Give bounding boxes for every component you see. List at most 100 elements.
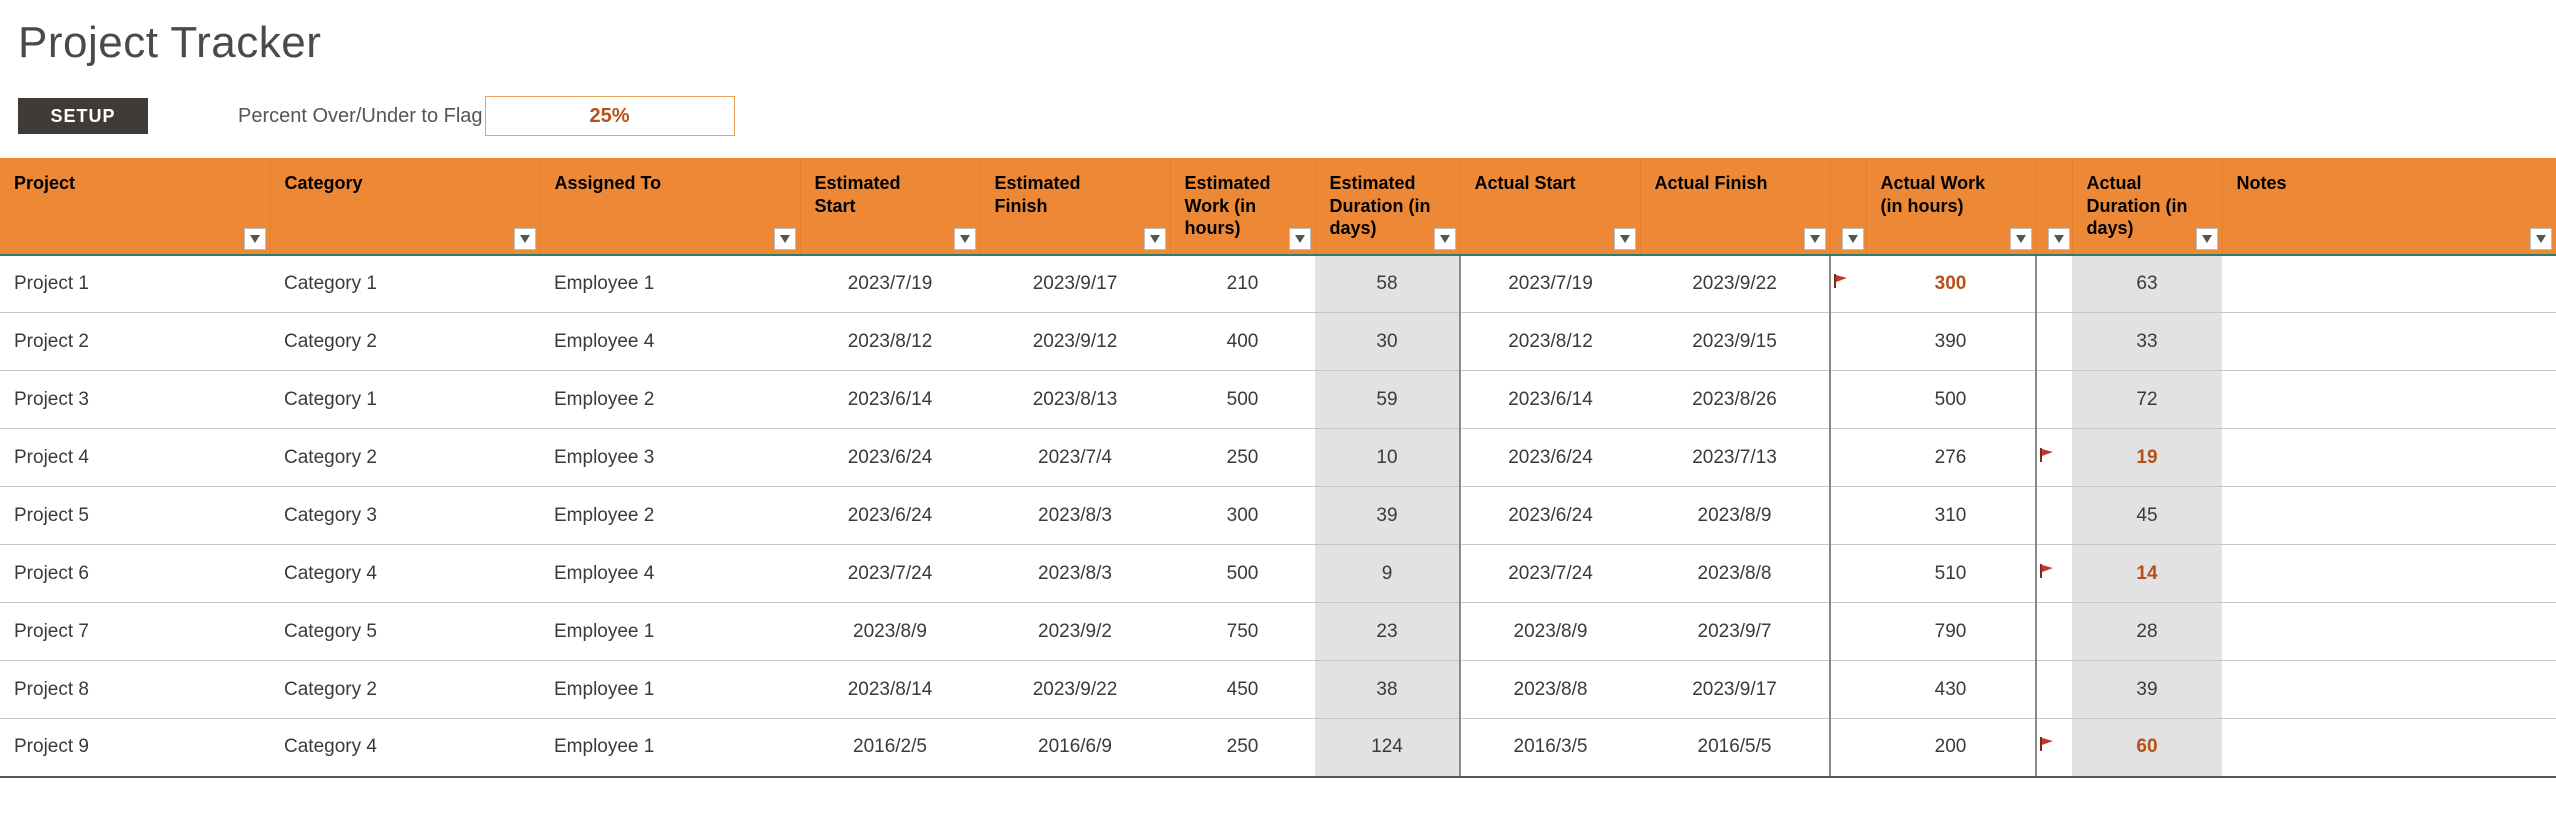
column-header-est_dur: Estimated Duration (in days)	[1315, 158, 1460, 255]
cell-act_dur: 63	[2072, 255, 2222, 313]
filter-dropdown-icon[interactable]	[2048, 228, 2070, 250]
filter-dropdown-icon[interactable]	[774, 228, 796, 250]
cell-act_dur: 14	[2072, 545, 2222, 603]
cell-est_start: 2023/6/14	[800, 371, 980, 429]
cell-est_dur: 9	[1315, 545, 1460, 603]
filter-dropdown-icon[interactable]	[514, 228, 536, 250]
cell-value: Category 2	[284, 331, 377, 352]
cell-value: 2023/8/12	[1508, 331, 1593, 352]
cell-value: Employee 4	[554, 563, 654, 584]
cell-act_start: 2023/6/24	[1460, 429, 1640, 487]
cell-value: 60	[2136, 736, 2157, 757]
filter-dropdown-icon[interactable]	[2530, 228, 2552, 250]
column-header-label: Actual Work (in hours)	[1881, 172, 2004, 217]
cell-act_dur: 45	[2072, 487, 2222, 545]
filter-dropdown-icon[interactable]	[2010, 228, 2032, 250]
cell-est_finish: 2023/7/4	[980, 429, 1170, 487]
cell-est_finish: 2016/6/9	[980, 719, 1170, 777]
cell-est_work: 400	[1170, 313, 1315, 371]
cell-notes	[2222, 545, 2556, 603]
cell-value: 2023/7/24	[1508, 563, 1593, 584]
cell-category: Category 4	[270, 545, 540, 603]
cell-value: 250	[1227, 447, 1259, 468]
cell-est_dur: 30	[1315, 313, 1460, 371]
cell-assigned: Employee 1	[540, 603, 800, 661]
cell-act_work: 500	[1866, 371, 2036, 429]
cell-value: 2023/7/19	[1508, 273, 1593, 294]
cell-est_finish: 2023/8/3	[980, 545, 1170, 603]
cell-est_start: 2023/8/14	[800, 661, 980, 719]
cell-act_start: 2023/6/14	[1460, 371, 1640, 429]
cell-est_start: 2023/8/9	[800, 603, 980, 661]
flag-cell	[2036, 487, 2072, 545]
cell-est_start: 2023/6/24	[800, 487, 980, 545]
cell-value: 2023/9/22	[1033, 679, 1118, 700]
flag-cell	[1830, 313, 1866, 371]
cell-project: Project 4	[0, 429, 270, 487]
filter-dropdown-icon[interactable]	[1614, 228, 1636, 250]
cell-assigned: Employee 1	[540, 661, 800, 719]
flag-cell	[2036, 603, 2072, 661]
setup-button[interactable]: SETUP	[18, 98, 148, 134]
cell-value: 2023/9/2	[1038, 621, 1112, 642]
flag-cell	[2036, 255, 2072, 313]
cell-value: Project 8	[14, 679, 89, 700]
cell-value: 2023/8/13	[1033, 389, 1118, 410]
cell-value: 2023/8/12	[848, 331, 933, 352]
cell-value: 2023/9/15	[1692, 331, 1777, 352]
cell-value: Category 4	[284, 563, 377, 584]
cell-value: Employee 1	[554, 679, 654, 700]
filter-dropdown-icon[interactable]	[244, 228, 266, 250]
cell-act_finish: 2023/7/13	[1640, 429, 1830, 487]
column-header-label: Actual Duration (in days)	[2087, 172, 2193, 240]
flag-cell	[2036, 661, 2072, 719]
cell-value: 58	[1376, 273, 1397, 294]
cell-value: 63	[2136, 273, 2157, 294]
cell-value: 2023/9/12	[1033, 331, 1118, 352]
column-header-label: Estimated Duration (in days)	[1330, 172, 1432, 240]
cell-est_dur: 58	[1315, 255, 1460, 313]
cell-act_start: 2023/7/19	[1460, 255, 1640, 313]
cell-est_start: 2023/8/12	[800, 313, 980, 371]
cell-value: 2016/2/5	[853, 736, 927, 757]
cell-act_start: 2016/3/5	[1460, 719, 1640, 777]
column-header-label: Actual Start	[1475, 172, 1607, 195]
table-row: Project 9Category 4Employee 12016/2/5201…	[0, 719, 2556, 777]
cell-value: 2016/3/5	[1514, 736, 1588, 757]
flag-icon	[1833, 273, 1851, 292]
cell-est_dur: 38	[1315, 661, 1460, 719]
cell-est_work: 250	[1170, 719, 1315, 777]
cell-value: 39	[1376, 505, 1397, 526]
flag-cell	[1830, 603, 1866, 661]
cell-value: 28	[2136, 621, 2157, 642]
cell-value: 750	[1227, 621, 1259, 642]
flag-cell	[1830, 429, 1866, 487]
flag-cell	[1830, 545, 1866, 603]
column-header-label: Assigned To	[555, 172, 755, 195]
flag-threshold-input[interactable]	[485, 96, 735, 136]
filter-dropdown-icon[interactable]	[1434, 228, 1456, 250]
column-header-label: Project	[14, 172, 223, 195]
filter-dropdown-icon[interactable]	[2196, 228, 2218, 250]
cell-assigned: Employee 1	[540, 719, 800, 777]
column-header-label: Estimated Start	[815, 172, 947, 217]
cell-value: Employee 3	[554, 447, 654, 468]
cell-value: 200	[1935, 736, 1967, 757]
cell-value: 59	[1376, 389, 1397, 410]
cell-category: Category 2	[270, 429, 540, 487]
filter-dropdown-icon[interactable]	[1842, 228, 1864, 250]
filter-dropdown-icon[interactable]	[1804, 228, 1826, 250]
cell-est_start: 2023/7/19	[800, 255, 980, 313]
filter-dropdown-icon[interactable]	[1289, 228, 1311, 250]
filter-dropdown-icon[interactable]	[954, 228, 976, 250]
flag-icon	[2039, 736, 2057, 755]
column-header-notes: Notes	[2222, 158, 2556, 255]
page-title: Project Tracker	[0, 0, 2556, 68]
cell-value: 300	[1935, 273, 1967, 294]
cell-act_finish: 2023/8/8	[1640, 545, 1830, 603]
filter-dropdown-icon[interactable]	[1144, 228, 1166, 250]
cell-act_start: 2023/6/24	[1460, 487, 1640, 545]
column-header-act_start: Actual Start	[1460, 158, 1640, 255]
cell-project: Project 3	[0, 371, 270, 429]
cell-value: 2023/9/7	[1698, 621, 1772, 642]
